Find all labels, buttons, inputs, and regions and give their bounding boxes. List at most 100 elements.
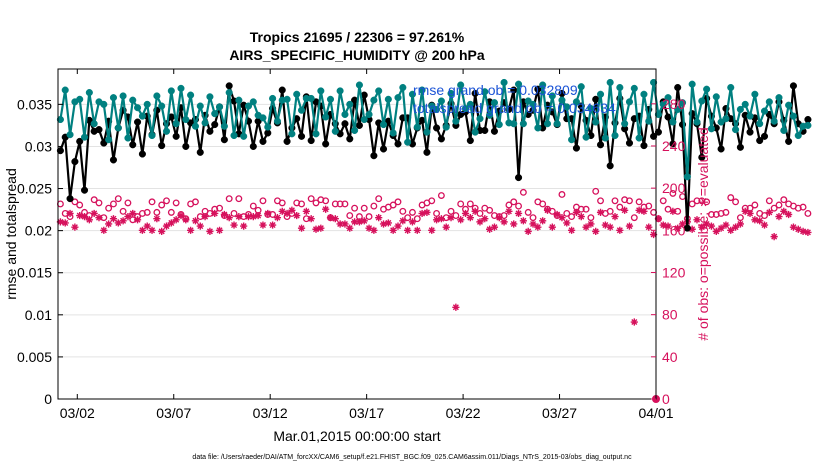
totalspread-point	[500, 78, 508, 87]
totalspread-point	[592, 118, 600, 126]
totalspread-point	[143, 100, 151, 108]
obs-evaluated-point	[669, 207, 677, 215]
totalspread-point	[423, 128, 431, 136]
totalspread-point	[124, 134, 132, 142]
grid-lines	[58, 103, 656, 358]
totalspread-point	[109, 94, 118, 102]
obs-evaluated-point	[514, 209, 523, 218]
totalspread-point	[119, 92, 127, 100]
totalspread-point	[389, 129, 397, 137]
obs-evaluated-point	[225, 214, 233, 222]
totalspread-point	[765, 98, 773, 106]
totalspread-point	[539, 81, 547, 89]
rmse-point	[437, 135, 445, 143]
totalspread-point	[760, 107, 769, 115]
y2-tick-label: 280	[662, 96, 686, 112]
totalspread-point	[775, 94, 783, 102]
obs-possible-point	[312, 199, 320, 207]
obs-possible-point	[630, 214, 638, 222]
totalspread-point	[211, 110, 219, 118]
totalspread-point	[466, 100, 474, 108]
obs-possible-point	[587, 214, 595, 222]
obs-evaluated-point	[211, 209, 219, 218]
totalspread-point	[693, 118, 701, 126]
obs-evaluated-point	[167, 219, 175, 227]
totalspread-point	[114, 124, 122, 132]
annotation-totalspread: totalspread grand ob = 0.034634	[413, 100, 616, 116]
obs-evaluated-point	[596, 208, 605, 216]
totalspread-point	[452, 117, 460, 125]
totalspread-point	[235, 96, 243, 104]
totalspread-point	[437, 97, 445, 105]
rmse-point	[206, 127, 214, 135]
obs-evaluated-point	[693, 216, 701, 224]
obs-evaluated-point	[350, 218, 359, 226]
totalspread-point	[447, 89, 455, 97]
totalspread-point	[249, 98, 257, 106]
totalspread-point	[297, 106, 306, 114]
obs-possible-point	[457, 200, 465, 208]
totalspread-point	[264, 123, 272, 131]
obs-evaluated-point	[616, 226, 624, 234]
rmse-point	[756, 137, 764, 145]
obs-evaluated-point	[621, 206, 629, 214]
obs-evaluated-point	[124, 213, 132, 221]
y-tick-label: 0.03	[25, 138, 52, 154]
obs-possible-point	[616, 203, 624, 211]
obs-possible-point	[606, 207, 614, 215]
obs-possible-point	[365, 213, 373, 221]
obs-evaluated-point	[785, 210, 793, 219]
totalspread-point	[230, 131, 238, 140]
obs-evaluated-point	[611, 213, 619, 221]
y-tick-label: 0.02	[25, 223, 52, 239]
obs-possible-point	[375, 195, 383, 203]
rmse-point	[264, 129, 272, 137]
totalspread-point	[461, 105, 470, 113]
totalspread-point	[712, 93, 720, 101]
obs-possible-point	[331, 200, 339, 208]
obs-evaluated-point	[307, 215, 315, 223]
obs-possible-point	[158, 201, 166, 209]
totalspread-point	[519, 120, 527, 128]
obs-evaluated-point	[346, 224, 354, 232]
totalspread-point	[326, 95, 335, 103]
obs-possible-point	[399, 207, 407, 215]
obs-evaluated-point	[220, 210, 228, 219]
totalspread-point	[225, 89, 233, 97]
x-tick-label: 03/12	[253, 405, 288, 421]
totalspread-point	[736, 105, 744, 113]
rmse-point	[56, 147, 64, 155]
rmse-point	[370, 152, 378, 160]
totalspread-point	[196, 102, 204, 110]
totalspread-point	[688, 80, 696, 88]
totalspread-point	[90, 120, 98, 128]
obs-evaluated-point	[80, 213, 89, 221]
rmse-point	[341, 120, 349, 128]
obs-evaluated-point	[452, 303, 460, 311]
totalspread-point	[80, 133, 89, 141]
obs-evaluated-point	[269, 221, 277, 229]
obs-evaluated-point	[529, 220, 537, 228]
obs-evaluated-point	[389, 226, 397, 234]
plot-frame	[57, 68, 657, 400]
obs-evaluated-point	[731, 223, 740, 231]
totalspread-point	[138, 112, 146, 120]
totalspread-point	[722, 115, 730, 123]
obs-evaluated-point	[568, 226, 576, 234]
totalspread-point	[606, 78, 614, 87]
rmse-point	[674, 83, 682, 92]
obs-possible-point	[669, 189, 677, 197]
obs-possible-point	[635, 198, 643, 206]
rmse-point	[683, 224, 691, 232]
obs-evaluated-point	[302, 207, 310, 215]
obs-evaluated-point	[428, 226, 436, 234]
rmse-point	[736, 143, 744, 151]
totalspread-point	[283, 95, 291, 103]
obs-possible-point	[172, 199, 180, 207]
obs-possible-point	[510, 198, 518, 206]
obs-evaluated-point	[524, 227, 532, 235]
totalspread-point	[548, 92, 556, 100]
totalspread-point	[153, 92, 161, 100]
rmse-point	[322, 140, 330, 148]
obs-evaluated-point	[794, 225, 802, 233]
